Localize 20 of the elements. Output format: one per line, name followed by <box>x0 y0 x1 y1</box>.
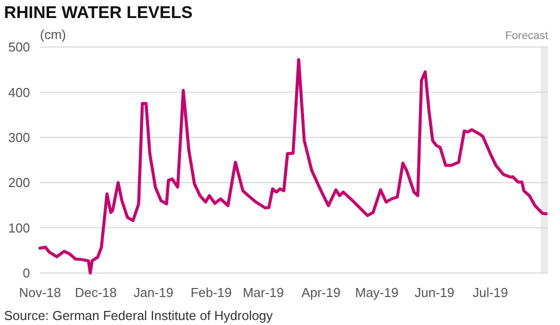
y-axis-title: (cm) <box>40 27 66 42</box>
line-series <box>38 58 548 274</box>
source-note: Source: German Federal Institute of Hydrology <box>4 308 274 323</box>
x-tick-label: Feb-19 <box>190 285 232 300</box>
chart-title: RHINE WATER LEVELS <box>4 3 193 22</box>
y-tick-label: 100 <box>8 220 30 236</box>
y-tick-label: 0 <box>22 266 30 281</box>
x-tick-label: Dec-18 <box>74 285 117 300</box>
x-tick-label: Jul-19 <box>472 285 508 300</box>
band-label: Forecast <box>505 30 548 42</box>
y-tick-label: 300 <box>8 130 30 145</box>
y-tick-label: 500 <box>8 40 30 55</box>
x-tick-label: Jan-19 <box>134 285 174 300</box>
y-tick-label: 400 <box>8 84 30 100</box>
x-tick-label: Apr-19 <box>301 285 340 300</box>
x-tick-label: Jun-19 <box>414 285 454 300</box>
x-tick-label: May-19 <box>355 285 398 300</box>
x-tick-label: Mar-19 <box>242 285 284 300</box>
y-tick-label: 200 <box>8 175 30 190</box>
x-tick-label: Nov-18 <box>19 285 61 300</box>
